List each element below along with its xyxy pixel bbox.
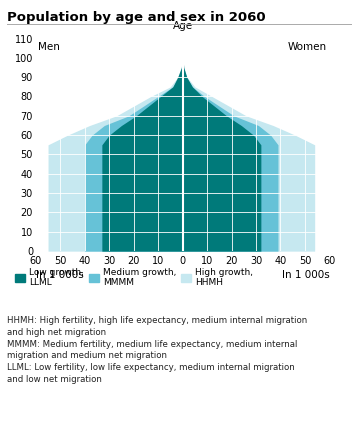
Text: Population by age and sex in 2060: Population by age and sex in 2060: [7, 11, 266, 24]
Text: In 1 000s: In 1 000s: [282, 271, 329, 281]
Text: In 1 000s: In 1 000s: [36, 271, 83, 281]
Text: Women: Women: [288, 42, 327, 52]
Legend: Low growth,
LLML, Medium growth,
MMMM, High growth,
HHMH: Low growth, LLML, Medium growth, MMMM, H…: [12, 264, 257, 291]
Text: Age: Age: [173, 21, 193, 31]
Text: Men: Men: [38, 42, 60, 52]
Text: HHMH: High fertility, high life expectancy, medium internal migration
and high n: HHMH: High fertility, high life expectan…: [7, 316, 308, 384]
